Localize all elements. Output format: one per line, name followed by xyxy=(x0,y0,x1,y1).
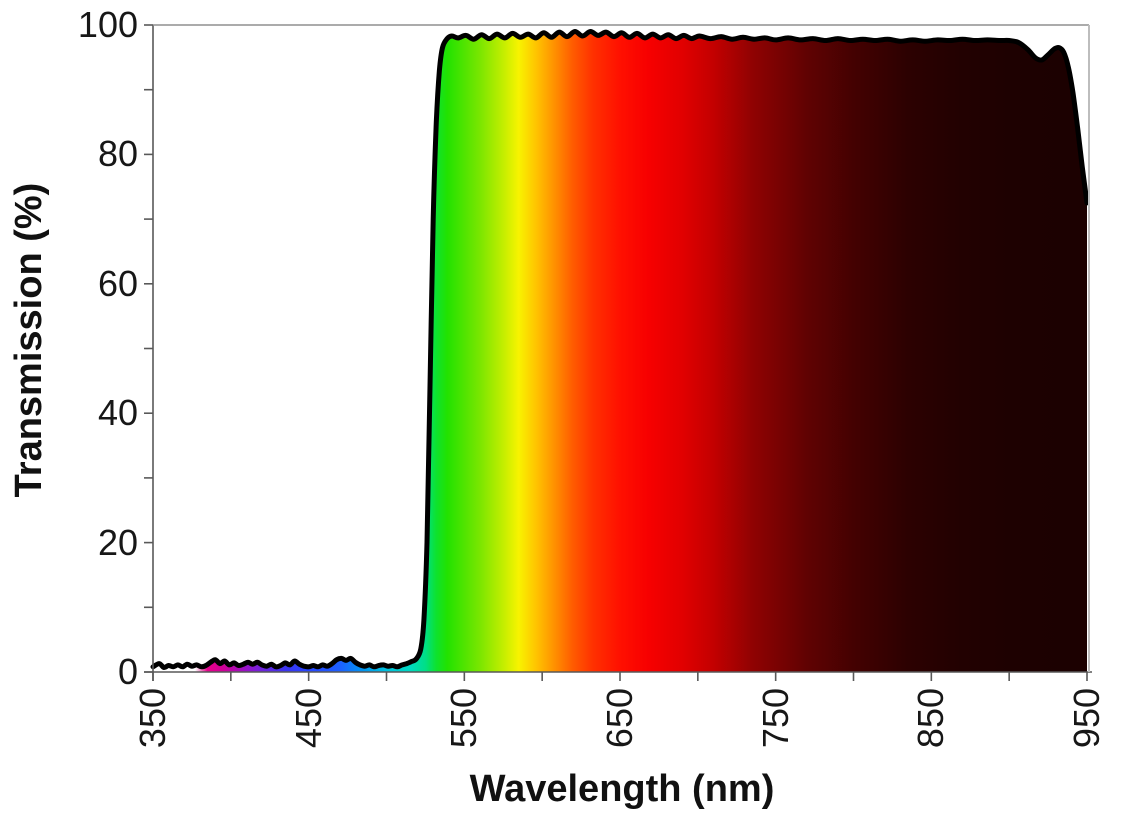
y-tick-label: 20 xyxy=(97,521,138,563)
y-axis-title: Transmission (%) xyxy=(8,182,50,498)
area-fill xyxy=(153,31,1087,673)
y-tick-label: 40 xyxy=(97,392,138,434)
y-tick-label: 0 xyxy=(117,651,138,692)
x-tick-label: 450 xyxy=(287,688,329,749)
x-tick-label: 350 xyxy=(132,688,173,749)
x-axis-title: Wavelength (nm) xyxy=(469,768,775,810)
x-tick-label: 950 xyxy=(1066,688,1107,749)
plot-borders xyxy=(144,24,1092,681)
y-tick-label: 80 xyxy=(97,133,138,175)
x-tick-label: 750 xyxy=(754,688,796,749)
transmission-curve xyxy=(150,29,1090,671)
x-tick-label: 850 xyxy=(910,688,952,749)
axis-ticks xyxy=(144,24,1088,681)
x-tick-label: 550 xyxy=(443,688,485,749)
y-tick-label: 60 xyxy=(97,262,138,304)
x-tick-label: 650 xyxy=(599,688,640,749)
y-tick-label: 100 xyxy=(77,4,138,45)
